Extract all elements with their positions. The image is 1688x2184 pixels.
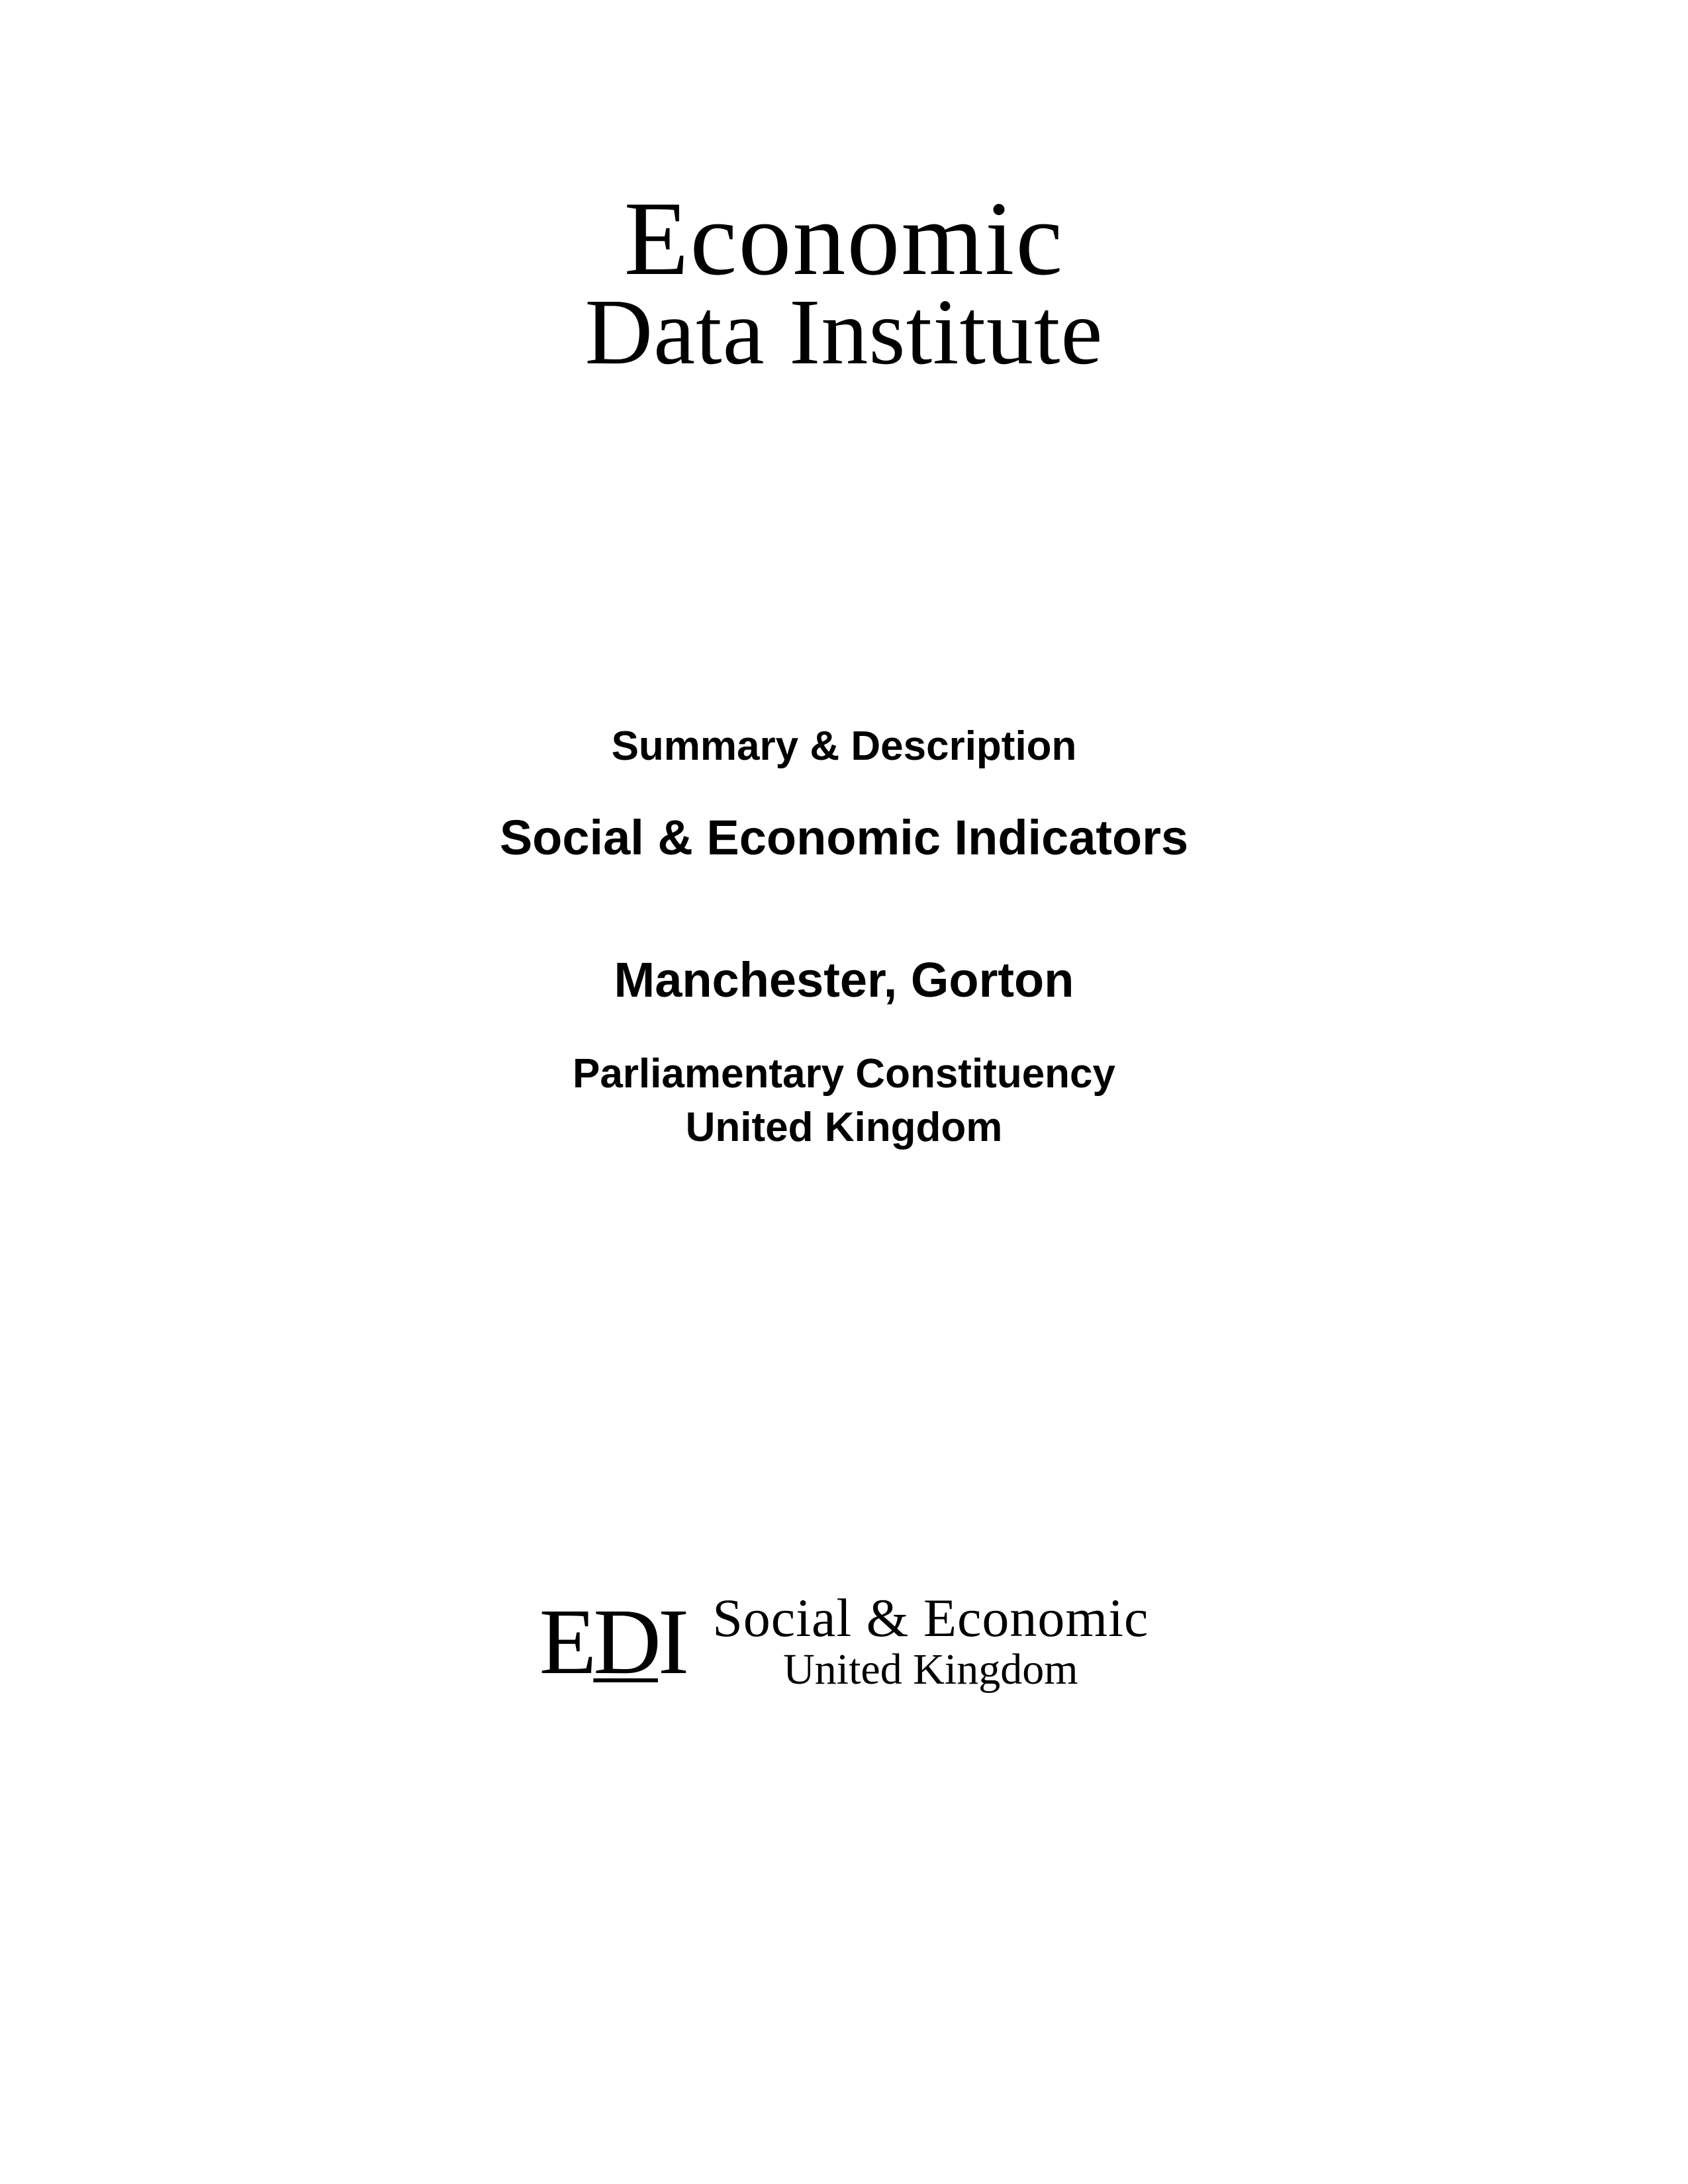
top-logo-line2: Data Institute [585, 285, 1103, 379]
bottom-logo-d: D [593, 1589, 658, 1694]
bottom-logo-acronym: EDI [539, 1594, 686, 1688]
content-section: Summary & Description Social & Economic … [500, 723, 1188, 1154]
bottom-logo: EDI Social & Economic United Kingdom [539, 1591, 1149, 1692]
top-logo-line1: Economic [585, 185, 1103, 291]
bottom-logo-e: E [539, 1589, 594, 1694]
page-container: Economic Data Institute Summary & Descri… [0, 0, 1688, 2184]
subtitle-line2: United Kingdom [500, 1101, 1188, 1155]
location-title: Manchester, Gorton [500, 952, 1188, 1008]
bottom-logo-i: I [658, 1589, 686, 1694]
bottom-logo-right-line1: Social & Economic [712, 1591, 1149, 1645]
top-logo: Economic Data Institute [585, 185, 1103, 379]
bottom-logo-right-line2: United Kingdom [712, 1648, 1149, 1692]
subtitle-line1: Parliamentary Constituency [500, 1048, 1188, 1101]
summary-heading: Summary & Description [500, 723, 1188, 770]
bottom-logo-text: Social & Economic United Kingdom [712, 1591, 1149, 1692]
main-title: Social & Economic Indicators [500, 809, 1188, 866]
